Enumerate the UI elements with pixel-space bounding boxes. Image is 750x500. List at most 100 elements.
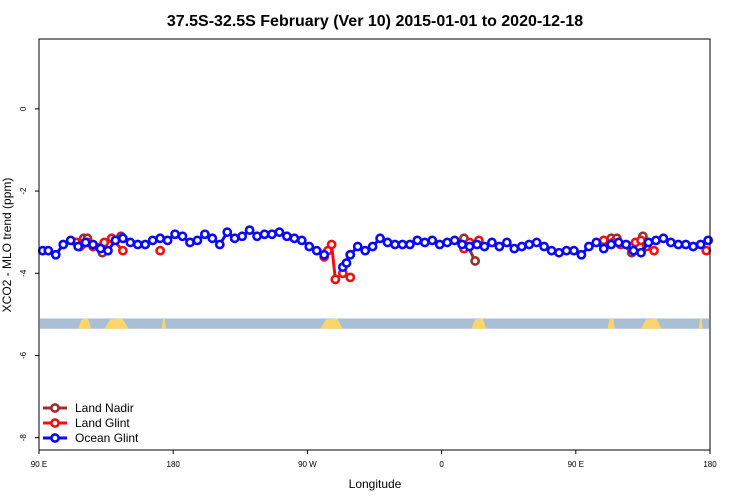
ocean-glint-point xyxy=(397,239,408,250)
map-strip xyxy=(40,318,709,329)
ocean-glint-point xyxy=(162,235,173,246)
ocean-glint-point xyxy=(501,237,512,248)
ocean-glint-point xyxy=(643,237,654,248)
ocean-glint-point xyxy=(524,239,535,250)
legend-label: Ocean Glint xyxy=(75,431,139,445)
ocean-glint-point xyxy=(352,241,363,252)
land-glint-point xyxy=(598,235,609,246)
y-tick-label: -6 xyxy=(19,351,28,359)
ocean-glint-point xyxy=(673,239,684,250)
legend-item-land-nadir: Land Nadir xyxy=(43,401,134,415)
legend-label: Land Nadir xyxy=(75,401,134,415)
ocean-glint-point xyxy=(103,245,113,256)
ocean-glint-point xyxy=(382,237,393,248)
ocean-glint-point xyxy=(319,249,330,260)
y-tick-label: -8 xyxy=(19,434,28,442)
ocean-glint-point xyxy=(252,231,262,242)
ocean-glint-point xyxy=(65,235,76,246)
land-nadir-point xyxy=(470,256,481,266)
ocean-glint-point xyxy=(434,239,445,250)
ocean-glint-point xyxy=(651,235,661,246)
chart-title: 37.5S-32.5S February (Ver 10) 2015-01-01… xyxy=(167,13,583,30)
ocean-glint-point xyxy=(457,239,468,250)
land-glint-point xyxy=(330,274,341,285)
series-layer xyxy=(37,225,714,285)
map-ocean-band xyxy=(40,318,709,329)
ocean-glint-point xyxy=(621,239,632,250)
map-land-patch xyxy=(78,318,92,329)
ocean-glint-point xyxy=(80,237,91,248)
ocean-glint-point xyxy=(539,241,550,252)
map-land-patch xyxy=(320,318,343,329)
ocean-glint-point xyxy=(680,239,691,250)
ocean-glint-point xyxy=(472,239,482,250)
ocean-glint-point xyxy=(688,241,699,252)
ocean-glint-point xyxy=(140,239,151,250)
ocean-glint-point xyxy=(561,245,572,256)
ocean-glint-point xyxy=(509,243,520,254)
ocean-glint-point xyxy=(289,233,300,244)
x-tick-label: 180 xyxy=(703,460,717,469)
ocean-glint-point xyxy=(531,237,542,248)
ocean-glint-point xyxy=(464,241,475,252)
ocean-glint-point xyxy=(155,233,166,244)
ocean-glint-point xyxy=(613,237,624,248)
land-glint-point xyxy=(117,245,128,256)
ocean-glint-point xyxy=(237,231,248,242)
ocean-glint-point xyxy=(591,237,602,248)
ocean-glint-point xyxy=(367,241,378,252)
ocean-glint-point xyxy=(487,237,497,248)
ocean-glint-point xyxy=(360,245,371,256)
ocean-glint-point xyxy=(576,249,587,260)
ocean-glint-point xyxy=(185,237,195,248)
series-ocean-glint xyxy=(37,225,714,273)
ocean-glint-point xyxy=(658,233,669,244)
ocean-glint-point xyxy=(73,241,84,252)
x-axis: 90 E 180 90 W 0 90 E 180 xyxy=(31,450,717,469)
ocean-glint-point xyxy=(214,239,225,250)
y-tick-label: 0 xyxy=(19,106,28,111)
ocean-glint-point xyxy=(516,241,527,252)
ocean-glint-point xyxy=(117,233,128,244)
ocean-glint-point xyxy=(281,231,292,242)
ocean-glint-point xyxy=(132,239,143,250)
ocean-glint-point xyxy=(110,235,121,246)
ocean-glint-point xyxy=(390,239,400,250)
ocean-glint-point xyxy=(569,245,579,256)
ocean-glint-point xyxy=(665,237,676,248)
ocean-glint-point xyxy=(554,247,564,258)
ocean-glint-point xyxy=(427,235,438,246)
legend-item-land-glint: Land Glint xyxy=(43,416,130,430)
map-land-patch xyxy=(641,318,662,329)
y-axis-label: XCO2 - MLO trend (ppm) xyxy=(0,178,14,313)
ocean-glint-point xyxy=(170,229,180,240)
legend-label: Land Glint xyxy=(75,416,130,430)
ocean-glint-point xyxy=(147,235,158,246)
ocean-glint-point xyxy=(598,243,609,254)
ocean-glint-point xyxy=(274,227,285,238)
map-land-patch xyxy=(607,318,615,329)
ocean-glint-point xyxy=(695,239,706,250)
x-tick-label: 0 xyxy=(439,460,444,469)
ocean-glint-point xyxy=(222,227,233,238)
map-land-patch xyxy=(162,318,166,329)
ocean-glint-point xyxy=(375,233,385,244)
y-tick-label: -4 xyxy=(19,269,28,277)
map-land-patch xyxy=(698,318,703,329)
land-glint-point xyxy=(155,245,166,256)
map-land-patch xyxy=(471,318,487,329)
ocean-glint-point xyxy=(412,235,423,246)
x-axis-label: Longitude xyxy=(349,477,402,491)
legend-marker xyxy=(50,433,60,443)
ocean-glint-point xyxy=(88,239,98,250)
land-glint-point xyxy=(326,239,337,250)
ocean-glint-point xyxy=(43,245,54,256)
legend-marker xyxy=(50,418,60,428)
ocean-glint-point xyxy=(58,239,69,250)
ocean-glint-point xyxy=(606,239,617,250)
ocean-glint-point xyxy=(405,239,415,250)
ocean-glint-point xyxy=(345,249,356,260)
ocean-glint-point xyxy=(442,237,453,248)
